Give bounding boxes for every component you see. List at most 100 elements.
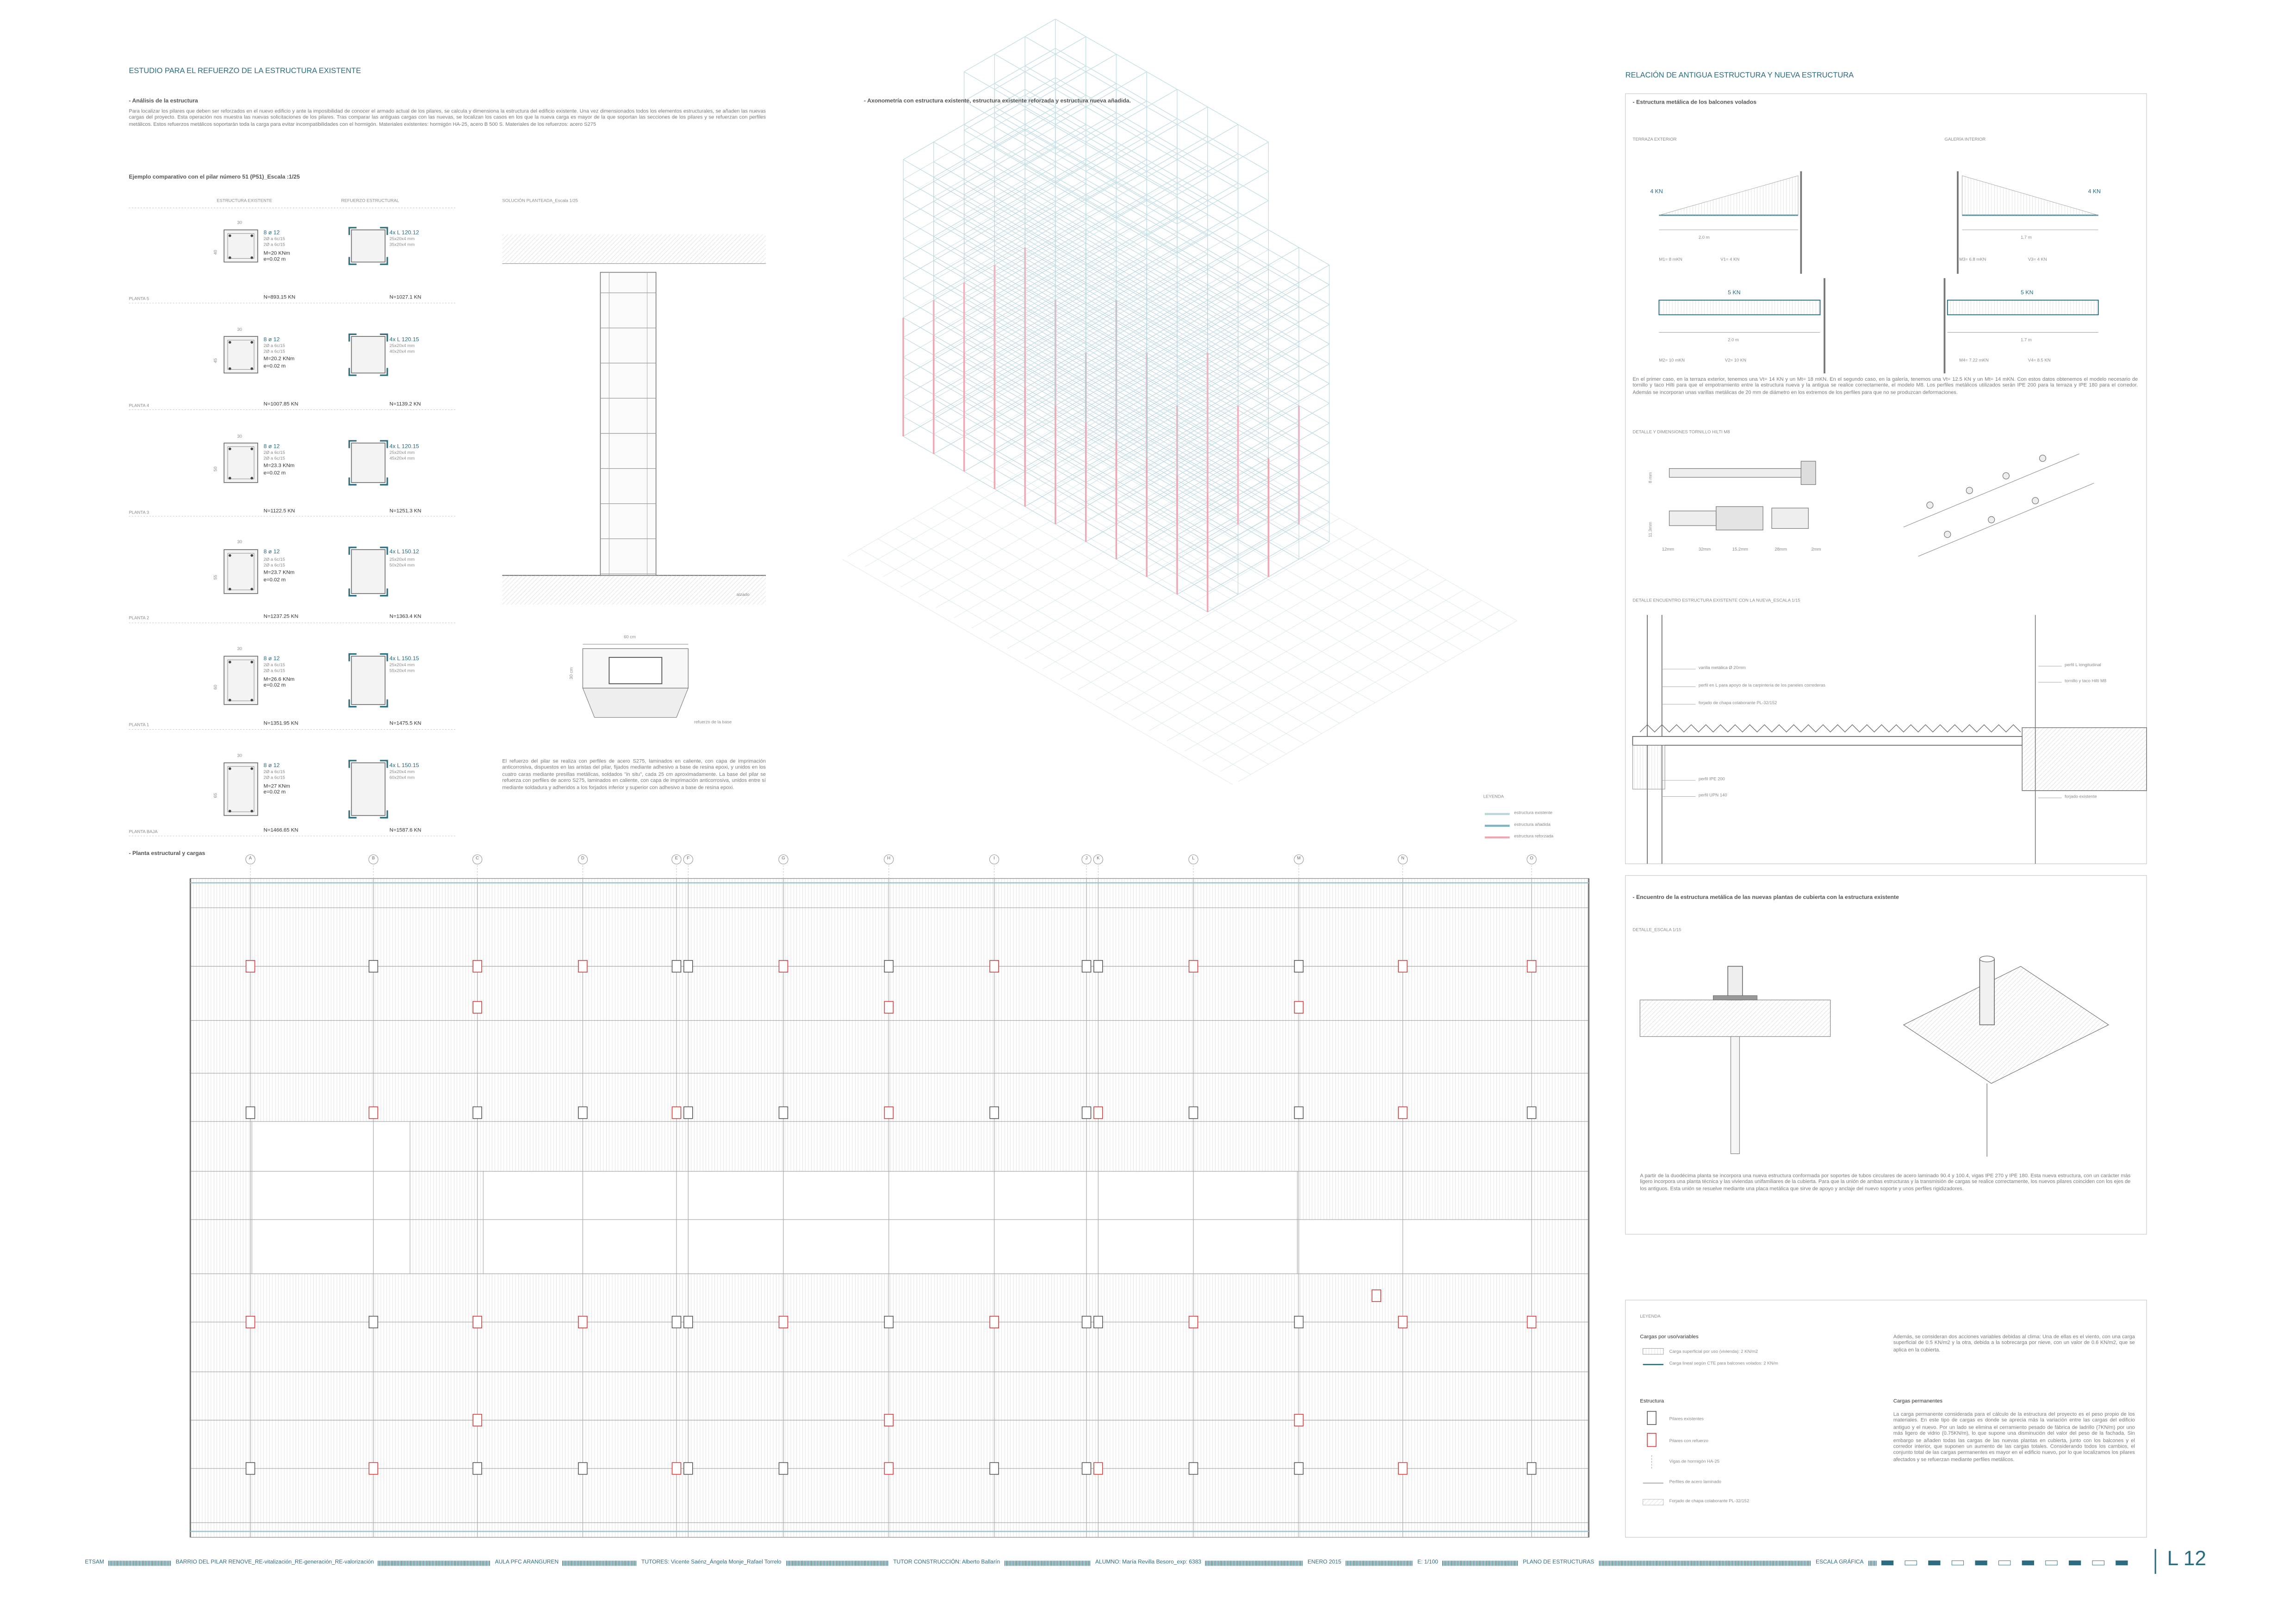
joist [979, 212, 1101, 283]
pillar [1081, 960, 1092, 973]
reinforced-pillar [884, 1106, 894, 1119]
axis-bubble [1527, 854, 1537, 865]
joist [979, 330, 1101, 402]
pillar [472, 1462, 482, 1475]
new-beam [1055, 100, 1147, 154]
dimension: 60 cm [624, 634, 636, 640]
heading: - Planta estructural y cargas [129, 849, 205, 857]
rebar [228, 767, 231, 770]
slab-grid [989, 477, 1269, 639]
rebar [228, 554, 231, 557]
joist [1131, 300, 1253, 371]
joist [1101, 223, 1223, 294]
joist [1161, 436, 1284, 507]
reinforced-pillar [1398, 1106, 1408, 1119]
pillar-section [223, 549, 258, 594]
pillar [472, 1106, 482, 1119]
pillar [1294, 1106, 1304, 1119]
new-beam [1146, 212, 1238, 266]
angle-profile [348, 653, 357, 662]
pillar [683, 960, 693, 973]
deck [1639, 724, 2021, 733]
axis-bubble [1294, 854, 1304, 865]
paragraph: El refuerzo del pilar se realiza con per… [502, 758, 766, 790]
joist [1010, 229, 1132, 300]
joist [1040, 365, 1162, 437]
new-beam [964, 19, 1056, 72]
joist [918, 236, 1041, 307]
axis-bubble [577, 854, 588, 865]
new-beam [964, 100, 1178, 224]
anchor [1716, 506, 1763, 531]
reinforced-pillar [578, 960, 588, 973]
joist [1070, 265, 1193, 335]
rebar [250, 767, 254, 770]
reinforced-pillar [1188, 1316, 1198, 1328]
stirrups: 2Ø a 6c/15 [263, 449, 285, 455]
plate: 25x20x4 mm [389, 662, 415, 669]
rebar [228, 810, 231, 812]
joist [949, 254, 1071, 325]
pillar [368, 1316, 379, 1328]
span: 1.7 m [2021, 234, 2032, 240]
heading: Ejemplo comparativo con el pilar número … [129, 173, 300, 180]
dimension: 60 [212, 684, 218, 689]
reinforced-section [351, 336, 386, 374]
eccentricity: e=0.02 m [263, 576, 286, 582]
existing-pillar [1730, 1036, 1740, 1154]
reinforced-section [351, 229, 386, 263]
stirrups: 2Ø a 6c/15 [263, 774, 285, 781]
joist [1101, 341, 1223, 413]
pillar-section [223, 762, 258, 816]
new-beam [1086, 177, 1178, 230]
angle-profile [380, 546, 388, 555]
legend-swatch [1643, 1348, 1664, 1355]
anchor-axo [1926, 502, 1934, 509]
legend-item: Perfiles de acero laminado [1669, 1479, 1721, 1485]
new-beam [1055, 48, 1269, 172]
reinforced-pillar [989, 1316, 999, 1328]
dimension: 12mm [1662, 546, 1675, 552]
legend-heading: Cargas permanentes [1893, 1398, 1942, 1404]
axis-bubble [472, 854, 483, 865]
dimension: 30 [237, 539, 242, 545]
dimension: 45 [212, 359, 218, 364]
axial-load: N=893.15 KN [263, 294, 296, 300]
legend-item: Forjado de chapa colaborante PL-32/152 [1669, 1498, 1750, 1504]
rebar [228, 234, 231, 237]
footer-item: TUTORES: Vicente Saénz_Ángela Monje_Rafa… [641, 1559, 782, 1565]
legend-item: estructura reforzada [1514, 833, 1554, 839]
slab-grid [1024, 497, 1304, 659]
stirrups: 2Ø a 6c/15 [263, 342, 285, 349]
heading: - Estructura metálica de los balcones vo… [1632, 98, 1756, 105]
subheading: TERRAZA EXTERIOR [1632, 136, 1677, 142]
dimension: 28mm [1775, 546, 1787, 552]
shear: V3= 4 KN [2028, 256, 2047, 262]
rebar [250, 588, 254, 591]
joist [949, 194, 1071, 266]
joist [949, 313, 1071, 384]
anchor-axo [2032, 497, 2039, 504]
plate: 25x20x4 mm [389, 236, 415, 242]
pillar [1188, 1106, 1198, 1119]
pillar [368, 960, 379, 973]
base-plate [1713, 995, 1757, 1000]
stirrup [227, 340, 254, 370]
profile: 4x L 150.15 [389, 761, 419, 769]
moment: M3= 6.8 mKN [1959, 256, 1986, 262]
new-beam [994, 124, 1086, 178]
floor-label: PLANTA 5 [129, 296, 149, 302]
axis-bubble [368, 854, 379, 865]
footer-item: PLANO DE ESTRUCTURAS [1523, 1559, 1595, 1565]
caption: alzado [736, 591, 750, 598]
callout: perfil L longitudinal [2064, 662, 2101, 668]
rebar [250, 554, 254, 557]
slab-grid [1238, 620, 1517, 782]
dimension: 55 [212, 575, 218, 581]
dimension: 30 [237, 646, 242, 652]
reinforced-pillar [1398, 960, 1408, 973]
subheading: DETALLE_ESCALA 1/15 [1632, 927, 1682, 933]
legend-item: Carga lineal según CTE para balcones vol… [1669, 1360, 1778, 1366]
reinforced-section [351, 656, 386, 705]
pillar [884, 960, 894, 973]
